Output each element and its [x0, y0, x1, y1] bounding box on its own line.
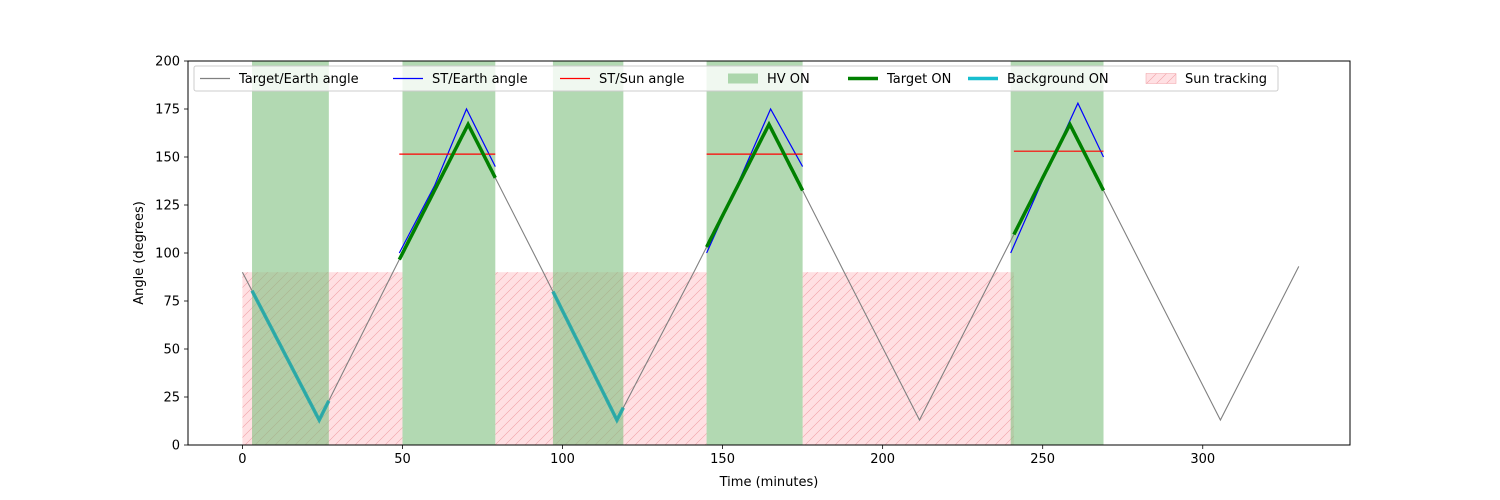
y-tick-label: 0 — [172, 439, 180, 454]
hv-on-span-0 — [252, 61, 329, 445]
hv-on-span-3 — [706, 61, 803, 445]
x-tick-label: 200 — [870, 452, 895, 467]
hv-on-span-1 — [402, 61, 496, 445]
x-tick-label: 250 — [1030, 452, 1055, 467]
target-on-line-2 — [1012, 120, 1106, 236]
legend-label-st-earth-angle: ST/Earth angle — [432, 72, 528, 87]
legend-label-target-on: Target ON — [886, 72, 951, 87]
x-tick-label: 100 — [550, 452, 575, 467]
y-tick-label: 150 — [155, 151, 180, 166]
y-tick-label: 175 — [155, 103, 180, 118]
y-tick-label: 50 — [163, 343, 180, 358]
x-tick-label: 150 — [710, 452, 735, 467]
legend-label-st-sun-angle: ST/Sun angle — [599, 72, 685, 87]
y-tick-label: 100 — [155, 247, 180, 262]
legend-label-hv-on: HV ON — [767, 72, 810, 87]
y-tick-label: 25 — [163, 391, 180, 406]
sun-tracking-hatch-2 — [802, 272, 1014, 445]
background-on-line-0 — [250, 289, 331, 424]
x-axis-ticks: 0 50 100 150 200 250 300 — [238, 445, 1215, 467]
y-tick-label: 200 — [155, 55, 180, 70]
legend-label-background-on: Background ON — [1007, 72, 1109, 87]
legend-label-sun-tracking: Sun tracking — [1185, 72, 1267, 87]
target-on-line-0 — [397, 120, 497, 261]
st-earth-angle-segment-0 — [398, 107, 496, 254]
hv-on-span-2 — [552, 61, 624, 445]
y-axis-ticks: 0 25 50 75 100 125 150 175 200 — [155, 55, 188, 454]
plot-area — [241, 61, 1300, 445]
target-on-line-1 — [705, 120, 805, 248]
x-tick-label: 0 — [238, 452, 246, 467]
x-tick-label: 50 — [394, 452, 411, 467]
legend-label-target-earth-angle: Target/Earth angle — [238, 72, 359, 87]
background-on-line-1 — [551, 290, 625, 424]
x-tick-label: 300 — [1190, 452, 1215, 467]
hv-on-span-4 — [1010, 61, 1104, 445]
legend-swatch-hatch — [1146, 73, 1176, 84]
legend-swatch-hv-on — [728, 73, 758, 84]
y-tick-label: 75 — [163, 295, 180, 310]
x-axis-label: Time (minutes) — [719, 475, 819, 490]
y-tick-label: 125 — [155, 199, 180, 214]
legend: Target/Earth angle ST/Earth angle ST/Sun a… — [193, 65, 1279, 92]
y-axis-label: Angle (degrees) — [132, 201, 147, 305]
